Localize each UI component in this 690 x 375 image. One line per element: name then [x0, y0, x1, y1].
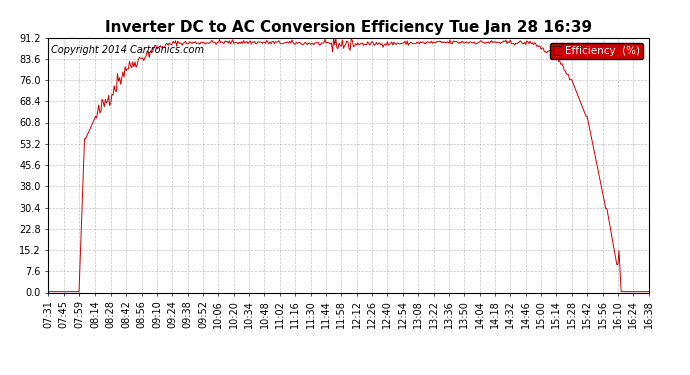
- Text: Copyright 2014 Cartronics.com: Copyright 2014 Cartronics.com: [51, 45, 204, 55]
- Legend: Efficiency  (%): Efficiency (%): [550, 43, 643, 59]
- Title: Inverter DC to AC Conversion Efficiency Tue Jan 28 16:39: Inverter DC to AC Conversion Efficiency …: [105, 20, 592, 35]
